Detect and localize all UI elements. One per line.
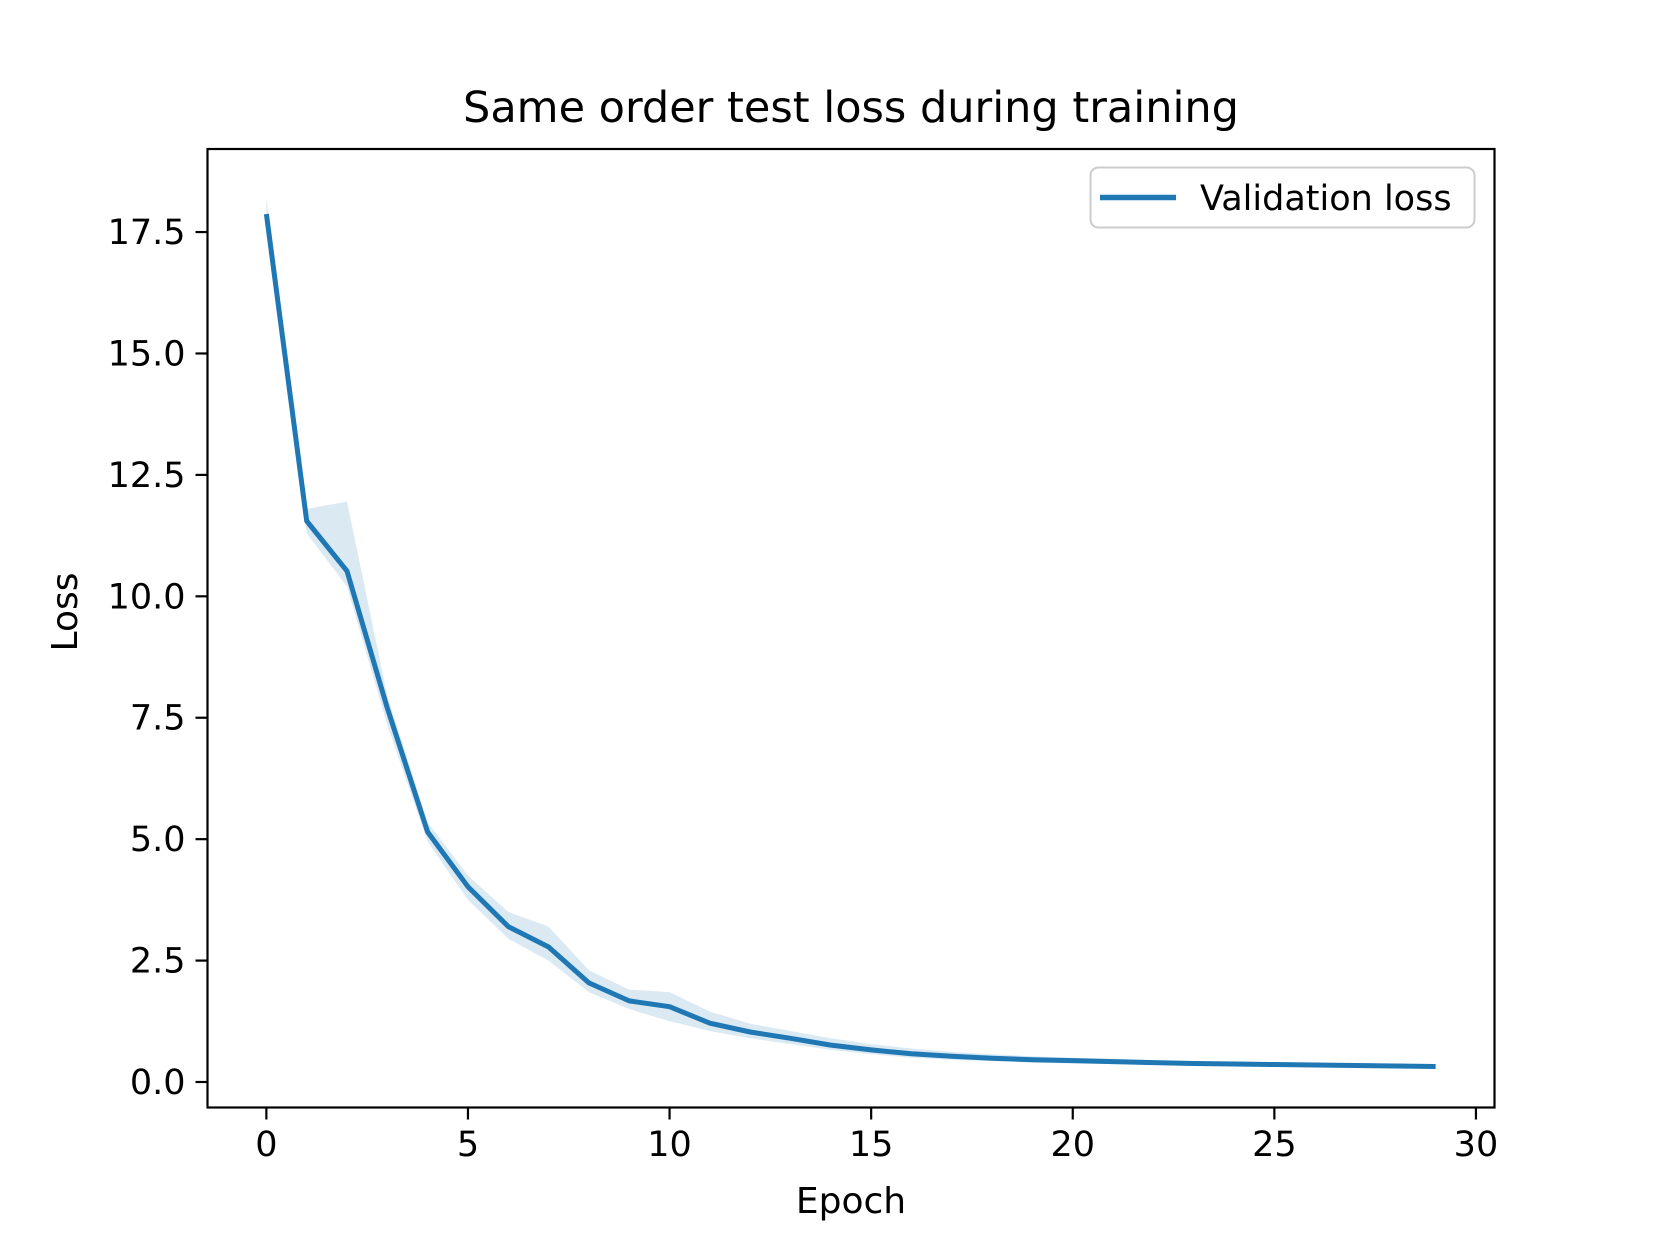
y-axis-ticks: 0.0 2.5 5.0 7.5 10.0 12.5 15.0 17.5 [108,213,208,1103]
y-tick-label: 2.5 [130,942,186,982]
y-tick-label: 17.5 [108,213,186,253]
x-tick-label: 30 [1454,1125,1499,1165]
x-tick-label: 10 [647,1125,692,1165]
legend-label: Validation loss [1200,179,1452,219]
validation-loss-line [263,213,1436,1069]
chart-title: Same order test loss during training [463,83,1239,133]
y-tick-label: 5.0 [130,820,186,860]
x-axis-label: Epoch [796,1181,906,1222]
x-axis-ticks: 0 5 10 15 20 25 30 [255,1107,1499,1165]
axes-frame [206,147,1496,1109]
legend-box [1089,166,1476,229]
x-tick-label: 0 [255,1125,277,1165]
y-axis-label: Loss [45,573,86,652]
x-tick-label: 15 [849,1125,894,1165]
legend: Validation loss [1089,166,1476,229]
y-tick-label: 10.0 [108,577,186,617]
x-tick-label: 20 [1050,1125,1095,1165]
x-tick-label: 5 [457,1125,479,1165]
y-tick-label: 12.5 [108,456,186,496]
x-tick-label: 25 [1252,1125,1297,1165]
y-tick-label: 0.0 [130,1063,186,1103]
y-tick-label: 7.5 [130,699,186,739]
y-tick-label: 15.0 [108,334,186,374]
